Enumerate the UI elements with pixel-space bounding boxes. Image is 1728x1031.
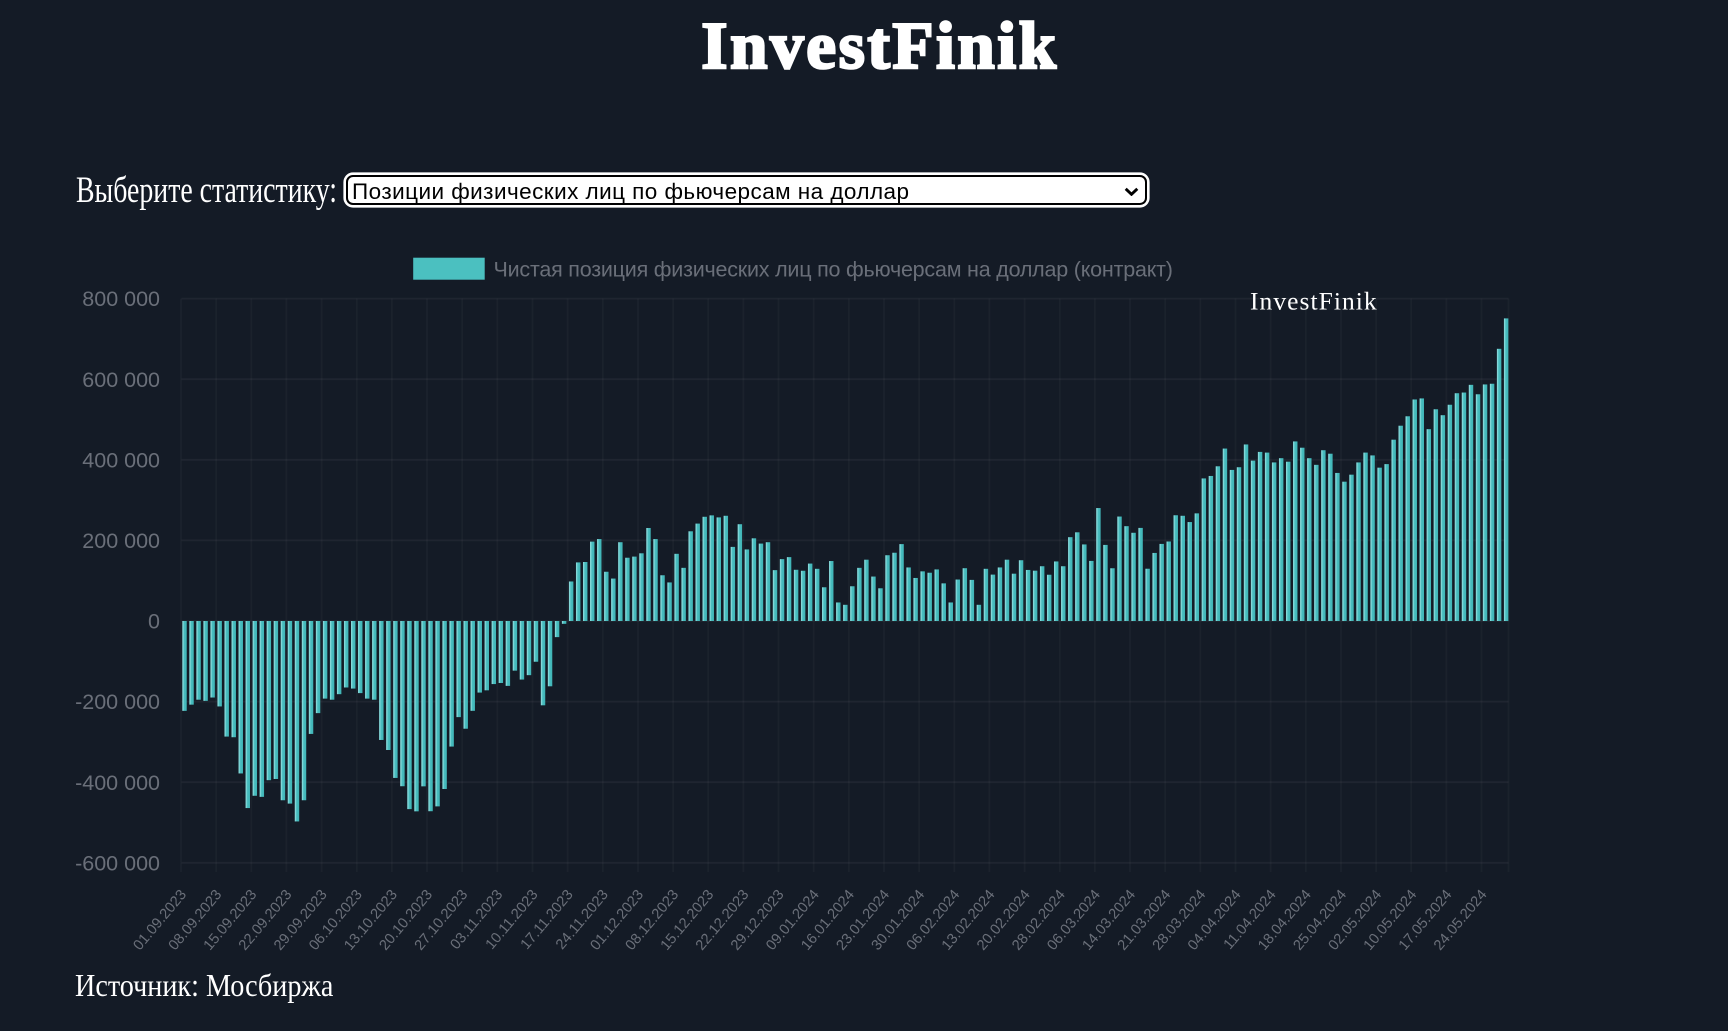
- svg-text:Чистая позиция физических лиц: Чистая позиция физических лиц по фьючерс…: [494, 258, 1173, 282]
- svg-text:-200 000: -200 000: [75, 690, 160, 714]
- svg-text:0: 0: [148, 610, 160, 634]
- svg-text:-600 000: -600 000: [75, 851, 160, 875]
- svg-text:200 000: 200 000: [82, 529, 160, 553]
- svg-text:-400 000: -400 000: [75, 771, 160, 795]
- svg-text:InvestFinik: InvestFinik: [1250, 287, 1378, 316]
- svg-text:400 000: 400 000: [82, 448, 160, 472]
- svg-text:800 000: 800 000: [82, 287, 160, 311]
- svg-text:600 000: 600 000: [82, 368, 160, 392]
